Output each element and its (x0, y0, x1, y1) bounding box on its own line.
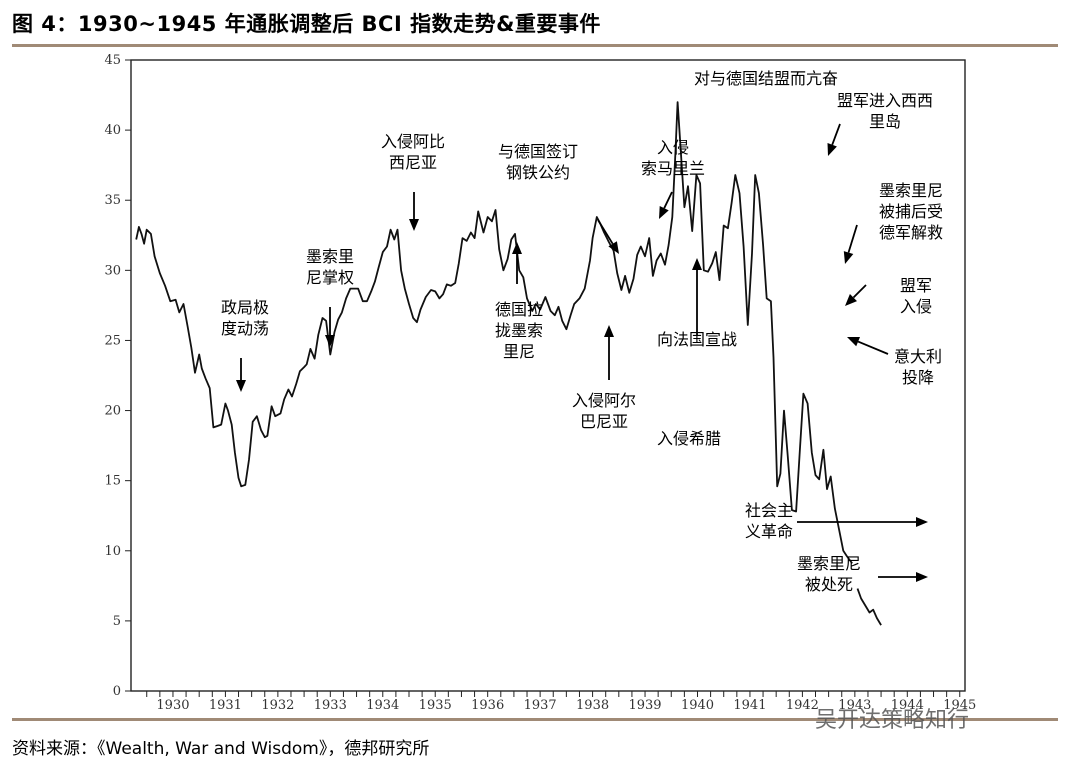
annotation-text: 意大利 (894, 347, 942, 366)
bci-series (135, 101, 882, 626)
annotation-text: 政局极 (221, 298, 269, 317)
y-tick-label: 10 (104, 544, 121, 559)
x-tick-label: 1940 (681, 698, 714, 713)
annotation-arrow (852, 284, 867, 299)
y-tick-label: 5 (113, 614, 121, 629)
annotation-text: 义革命 (745, 522, 793, 541)
x-tick-label: 1931 (209, 698, 242, 713)
annotation-text: 巴尼亚 (580, 412, 628, 431)
arrow-head (512, 242, 522, 254)
plot-border (130, 59, 966, 692)
annotation-text: 墨索里尼 (879, 181, 943, 200)
arrow-head (692, 258, 702, 270)
annotation-text: 社会主 (745, 501, 793, 520)
annotation-text: 入侵阿尔 (572, 391, 636, 410)
annotation-text: 里岛 (869, 112, 901, 131)
arrow-head (608, 241, 619, 254)
annotation-arrow (831, 123, 841, 146)
x-tick-label: 1933 (314, 698, 347, 713)
x-tick-label: 1942 (786, 698, 819, 713)
x-tick-label: 1945 (943, 698, 976, 713)
arrow-head (659, 206, 669, 219)
bci-line (135, 101, 853, 564)
source-note: 资料来源：《Wealth, War and Wisdom》，德邦研究所 (12, 739, 430, 759)
arrow-head (845, 294, 857, 306)
y-axis: 0 5 10 15 20 25 30 35 40 45 (104, 53, 131, 699)
annotation-text: 投降 (902, 368, 934, 387)
annotation-text: 里尼 (503, 342, 535, 361)
x-tick-label: 1935 (419, 698, 452, 713)
annotation-text: 与德国签订 (498, 142, 578, 161)
annotation-text: 德军解救 (879, 223, 943, 242)
y-tick-label: 45 (104, 53, 121, 68)
x-tick-label: 1939 (628, 698, 661, 713)
annotation-text: 入侵希腊 (657, 429, 721, 448)
annotation-text: 墨索里尼 (797, 554, 861, 573)
arrow-head (847, 337, 860, 347)
x-tick-label: 1937 (524, 698, 557, 713)
annotation-arrow (857, 340, 889, 355)
plot-frame (130, 59, 966, 692)
y-tick-label: 25 (104, 333, 121, 348)
wechat-watermark: 吴开达策略知行 (815, 708, 970, 733)
y-tick-label: 40 (104, 123, 121, 138)
arrow-head (236, 380, 246, 392)
x-tick-label: 1934 (366, 698, 399, 713)
annotation-text: 钢铁公约 (506, 163, 570, 182)
bci-line (856, 588, 882, 626)
x-tick-label: 1938 (576, 698, 609, 713)
footer-rule (12, 718, 1058, 721)
x-tick-label: 1944 (891, 698, 924, 713)
annotation-text: 盟军进入西西 (837, 91, 933, 110)
annotation-text: 盟军 (900, 276, 932, 295)
annotation-text: 索马里兰 (641, 159, 705, 178)
arrow-head (916, 517, 928, 527)
x-tick-label: 1943 (838, 698, 871, 713)
x-tick-label: 1930 (156, 698, 189, 713)
annotation-text: 入侵 (657, 138, 689, 157)
y-tick-label: 20 (104, 404, 121, 419)
annotation-text: 拢墨索 (495, 321, 543, 340)
annotation-text: 向法国宣战 (657, 330, 737, 349)
figure-title: 图 4：1930~1945 年通胀调整后 BCI 指数走势&重要事件 (12, 12, 601, 36)
annotation-text: 被处死 (805, 575, 853, 594)
title-rule (12, 44, 1058, 47)
annotation-text: 入侵 (900, 297, 932, 316)
annotation-text: 德国拉 (495, 300, 543, 319)
y-tick-label: 35 (104, 193, 121, 208)
annotation-text: 入侵阿比 (381, 132, 445, 151)
arrow-head (843, 251, 854, 264)
annotation-arrow (597, 219, 614, 245)
annotation-text: 墨索里 (306, 247, 354, 266)
arrow-head (409, 219, 419, 231)
y-tick-label: 15 (104, 474, 121, 489)
x-tick-label: 1932 (261, 698, 294, 713)
arrow-head (325, 335, 335, 347)
x-tick-label: 1941 (733, 698, 766, 713)
annotation-text: 西尼亚 (389, 153, 437, 172)
y-tick-label: 30 (104, 263, 121, 278)
annotation-arrows (236, 123, 928, 582)
arrow-head (604, 325, 614, 337)
annotation-arrow (663, 191, 673, 209)
y-tick-label: 0 (113, 684, 121, 699)
annotation-text: 尼掌权 (306, 268, 354, 287)
annotation-text: 对与德国结盟而亢奋 (694, 69, 838, 88)
annotation-arrow (847, 224, 858, 253)
arrow-head (916, 572, 928, 582)
arrow-head (827, 143, 837, 156)
annotation-text: 度动荡 (221, 319, 269, 338)
annotation-text: 被捕后受 (879, 202, 943, 221)
x-axis: 1930 1931 1932 1933 1934 1935 1936 1937 1938 1939… (146, 691, 976, 713)
x-tick-label: 1936 (471, 698, 504, 713)
